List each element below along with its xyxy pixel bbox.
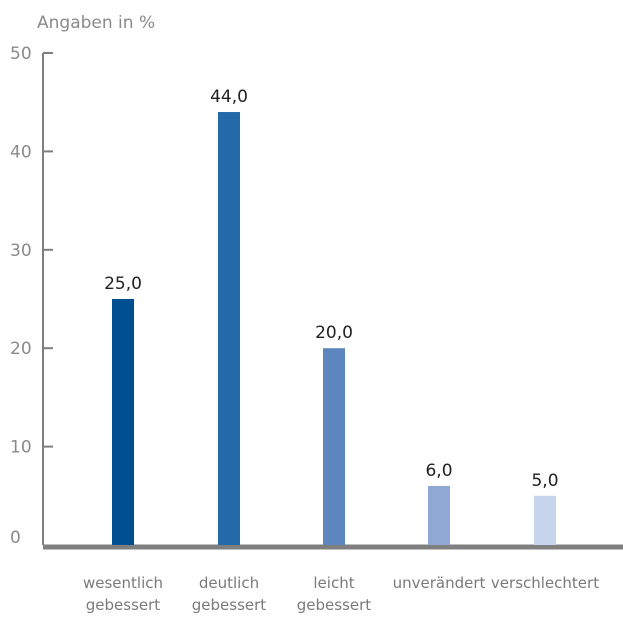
bar-value-label: 6,0	[425, 461, 452, 481]
bar-value-label: 44,0	[210, 87, 248, 107]
y-tick-label: 40	[10, 142, 32, 162]
category-label: deutlich gebessert	[192, 574, 267, 614]
bar-value-label: 20,0	[315, 323, 353, 343]
bar-value-label: 25,0	[104, 274, 142, 294]
bar	[323, 348, 345, 545]
category-label: leicht gebessert	[297, 574, 372, 614]
axes	[42, 53, 623, 550]
y-tick-label: 30	[10, 241, 32, 261]
bar	[428, 485, 450, 545]
y-tick-label: 20	[10, 339, 32, 359]
bar	[534, 495, 556, 545]
bars	[112, 112, 556, 545]
bar-value-label: 5,0	[531, 471, 558, 491]
category-labels: wesentlich gebessert deutlich gebessert leic…	[83, 574, 599, 614]
bar	[218, 112, 240, 545]
category-label: verschlechtert	[491, 574, 599, 592]
category-label: wesentlich gebessert	[83, 574, 163, 614]
value-labels: 25,0 44,0 20,0 6,0 5,0	[104, 87, 558, 491]
y-tick-label: 0	[10, 528, 21, 548]
y-tick-label: 10	[10, 438, 32, 458]
bar	[112, 299, 134, 545]
category-label: unverändert	[393, 574, 486, 592]
y-axis-ticks: 0 10 20 30 40 50	[10, 44, 53, 548]
y-tick-label: 50	[10, 44, 32, 64]
y-axis-label: Angaben in %	[37, 13, 155, 33]
